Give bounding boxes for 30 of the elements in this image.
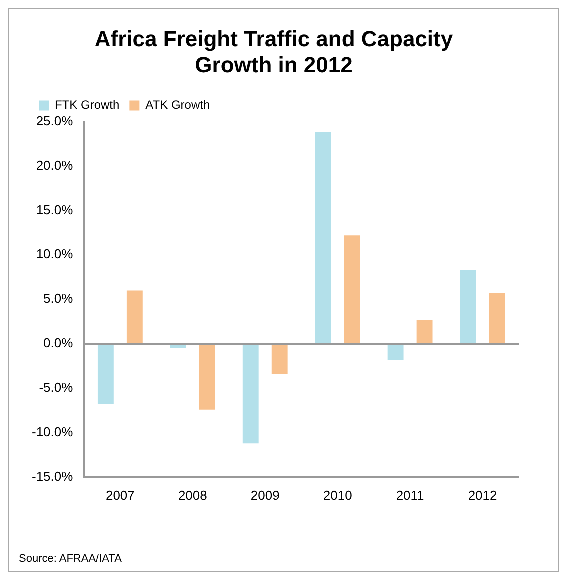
y-tick-label: 5.0% [44,291,74,306]
bar [344,236,360,344]
bar [315,132,332,344]
y-tick-label: -5.0% [39,380,74,396]
x-tick-label: 2010 [323,488,352,503]
y-tick-label: 0.0% [44,336,74,351]
bar [416,320,433,344]
x-tick-label: 2011 [396,488,424,503]
chart-title: Africa Freight Traffic and Capacity Growth in 2012 [94,26,454,78]
legend-label: ATK Growth [146,98,210,112]
bar [272,344,288,374]
source-note: Source: AFRAA/IATA [19,553,122,565]
bar [460,270,476,344]
x-tick-label: 2007 [106,488,135,503]
y-tick-label: -15.0% [32,468,74,484]
y-tick-label: 10.0% [36,246,74,262]
bar [199,344,216,410]
bar [98,344,114,404]
y-tick-label: -10.0% [32,424,74,440]
bar [489,293,506,344]
x-tick-label: 2012 [468,488,498,503]
x-tick-label: 2008 [178,488,208,503]
bar [126,290,143,344]
bar [388,344,404,360]
y-tick-label: 20.0% [36,158,74,173]
y-tick-label: 15.0% [36,202,74,218]
y-tick-label: 25.0% [36,113,74,128]
legend-label: FTK Growth [55,98,120,112]
x-tick-label: 2009 [250,488,280,503]
bar [242,344,259,444]
